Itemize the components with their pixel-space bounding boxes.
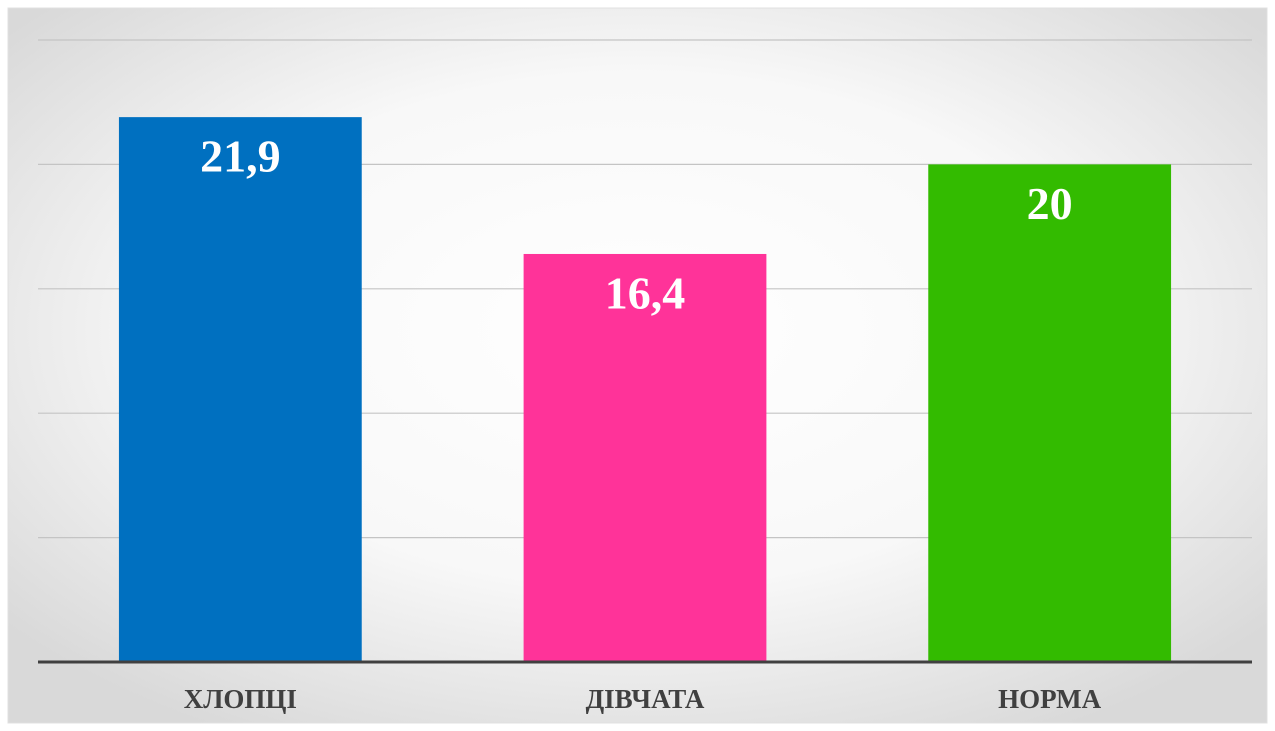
value-label: 20 bbox=[1027, 178, 1073, 229]
bar bbox=[928, 164, 1172, 662]
value-label: 21,9 bbox=[200, 131, 281, 182]
value-label: 16,4 bbox=[605, 268, 686, 319]
bar bbox=[523, 253, 767, 662]
bar bbox=[118, 117, 362, 663]
x-tick-label: НОРМА bbox=[998, 684, 1101, 714]
x-tick-label: ДІВЧАТА bbox=[586, 684, 705, 714]
x-tick-label: ХЛОПЦІ bbox=[184, 684, 297, 714]
